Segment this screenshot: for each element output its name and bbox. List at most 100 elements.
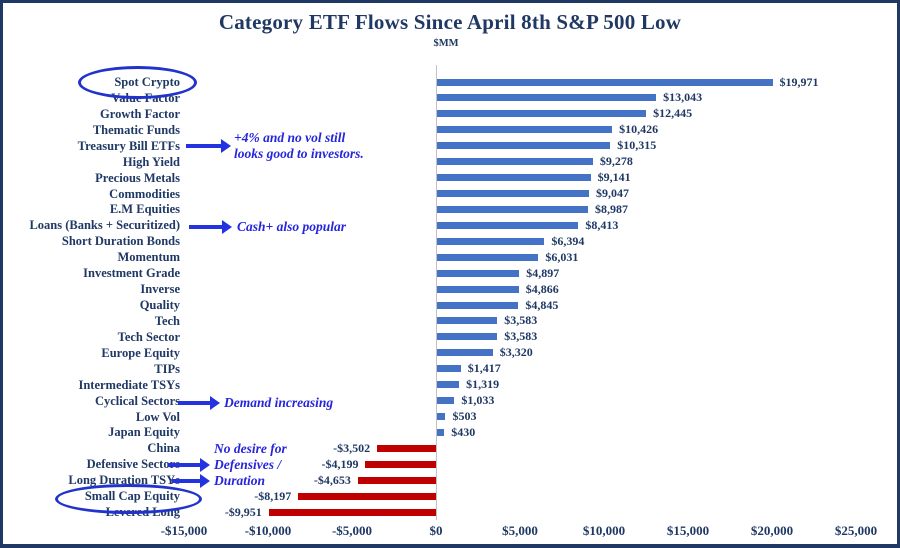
value-label: $3,583 [504,329,538,344]
annotation-text: +4% and no vol still looks good to invest… [234,130,364,162]
bar [437,317,498,325]
arrow-icon [172,474,210,488]
highlight-ellipse [55,484,202,514]
bar [437,428,445,436]
bar [437,269,520,277]
bar [437,94,657,102]
value-label: $13,043 [663,90,703,105]
x-tick-label: -$5,000 [331,523,373,538]
category-label: Quality [139,298,180,313]
bar [268,508,436,516]
category-label: Commodities [109,186,180,201]
value-label: $12,445 [653,106,693,121]
bar [437,397,455,405]
category-label: Japan Equity [108,425,180,440]
arrow-shaft [189,225,223,229]
bar [437,253,539,261]
category-label: Treasury Bill ETFs [77,138,180,153]
value-label: $1,033 [461,393,495,408]
bar [437,301,519,309]
bar [437,78,773,86]
plot-area: Spot Crypto $19,971 Value Factor $13,043 Gro… [3,3,897,544]
bar [437,413,446,421]
bar [437,142,611,150]
arrow-icon [189,220,232,234]
x-tick-label: $25,000 [834,523,878,538]
arrow-head [200,474,210,488]
zero-axis-line [436,65,437,520]
value-label: $8,413 [585,217,619,232]
value-label: $503 [452,409,477,424]
bar [437,126,613,134]
bar [437,381,460,389]
bar [298,492,436,500]
annotation-text: Demand increasing [224,395,333,411]
value-label: -$8,197 [254,488,292,503]
arrow-icon [186,139,231,153]
x-tick-label: $15,000 [666,523,710,538]
value-label: $1,319 [466,377,500,392]
bar [437,333,498,341]
bar [437,158,593,166]
bar [437,221,579,229]
arrow-head [222,220,232,234]
category-label: Tech Sector [117,329,180,344]
category-label: Tech [154,313,180,328]
annotation-line: Duration [214,473,266,488]
annotation-line: looks good to investors. [234,146,364,161]
value-label: $6,394 [551,233,585,248]
bar [437,174,591,182]
category-label: Intermediate TSYs [78,377,180,392]
value-label: $4,845 [525,297,559,312]
value-label: $19,971 [779,74,819,89]
bar [377,444,436,452]
annotation-line: Defensives / [214,457,282,472]
annotation-text: Cash+ also popular [237,219,346,235]
category-label: Cyclical Sectors [94,393,180,408]
units-label: $MM [433,38,459,49]
annotation-line: +4% and no vol still [234,130,346,145]
x-tick-label: $10,000 [582,523,626,538]
value-label: $10,315 [617,138,657,153]
bar [365,460,436,468]
annotation-line: No desire for [214,441,287,456]
bar [437,365,461,373]
arrow-icon [178,396,220,410]
category-label: Europe Equity [101,345,180,360]
bar [437,190,589,197]
category-label: Loans (Banks + Securitized) [29,218,180,233]
value-label: $430 [451,424,476,439]
value-label: $10,426 [619,122,659,137]
x-tick-label: $0 [429,523,443,538]
category-label: Inverse [140,282,180,297]
value-label: $4,897 [526,265,560,280]
category-label: Growth Factor [100,106,180,121]
arrow-head [221,139,231,153]
category-label: High Yield [122,154,180,169]
x-tick-label: $20,000 [750,523,794,538]
value-label: $4,866 [525,281,559,296]
arrow-head [200,458,210,472]
bar [437,205,588,213]
value-label: $6,031 [545,249,579,264]
bar [437,349,493,357]
category-label: E.M Equities [109,202,180,217]
bar [437,237,545,245]
value-label: -$4,653 [313,472,351,487]
x-tick-label: $5,000 [502,523,538,538]
value-label: -$3,502 [333,440,371,455]
value-label: $3,320 [499,345,533,360]
value-label: -$4,199 [321,456,359,471]
highlight-ellipse [78,66,197,99]
category-label: Momentum [117,250,181,265]
bar [357,476,436,484]
category-label: China [147,441,180,456]
value-label: $1,417 [467,361,501,376]
arrow-icon [168,458,210,472]
arrow-shaft [178,401,211,405]
x-tick-label: -$15,000 [160,523,208,538]
annotation-line: Cash+ also popular [237,219,346,234]
category-label: Precious Metals [95,170,180,185]
arrow-shaft [186,144,222,148]
